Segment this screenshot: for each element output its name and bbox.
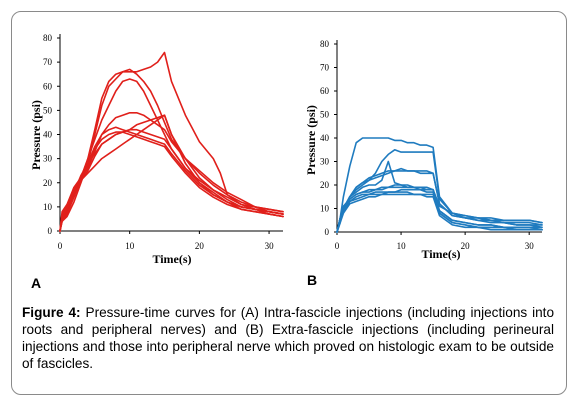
y-tick-label: 10 (320, 204, 330, 214)
panel-label: B (307, 272, 317, 288)
y-tick-label: 80 (320, 39, 330, 49)
x-tick-label: 30 (525, 241, 535, 251)
y-tick-label: 70 (43, 57, 53, 67)
x-tick-label: 10 (397, 241, 407, 251)
y-tick-label: 50 (320, 110, 330, 120)
x-axis-title: Time(s) (421, 247, 460, 261)
x-tick-label: 20 (461, 241, 471, 251)
y-tick-label: 40 (43, 130, 53, 140)
series-line-b-9 (336, 193, 543, 233)
y-tick-label: 40 (320, 133, 330, 143)
x-tick-label: 10 (125, 241, 135, 251)
panel-label: A (31, 275, 41, 291)
y-tick-label: 0 (325, 227, 330, 237)
y-tick-label: 0 (48, 226, 53, 236)
figure-frame (11, 11, 567, 395)
y-tick-label: 60 (43, 81, 53, 91)
chart-panel-b: 0 10 20 30 40 50 60 70 80 0 10 20 30 Time(s) Pressure … (304, 39, 543, 288)
series-line-a-8 (59, 131, 284, 232)
figure-caption-label: Figure 4: (22, 305, 81, 320)
y-axis-title: Pressure (psi) (29, 100, 43, 170)
x-tick-label: 0 (335, 241, 340, 251)
x-axis-title: Time(s) (152, 252, 191, 266)
chart-panel-a: 0 10 20 30 40 50 60 70 80 0 10 20 30 Time(s) Pressure … (29, 33, 284, 291)
figure-caption: Figure 4: Pressure-time curves for (A) I… (22, 304, 554, 372)
y-tick-label: 20 (43, 178, 53, 188)
y-tick-label: 10 (43, 202, 53, 212)
series-line-b-10 (336, 186, 543, 233)
y-tick-label: 20 (320, 180, 330, 190)
x-tick-label: 0 (58, 241, 63, 251)
series-line-a-9 (59, 114, 284, 232)
y-axis-title: Pressure (psi) (304, 105, 318, 175)
y-tick-label: 80 (43, 33, 53, 43)
series-line-b-5 (336, 160, 543, 233)
y-tick-label: 30 (320, 157, 330, 167)
series-line-b-4 (336, 167, 543, 233)
y-tick-label: 50 (43, 105, 53, 115)
figure-charts: 0 10 20 30 40 50 60 70 80 0 10 20 30 Time(s) Pressure … (29, 33, 543, 291)
y-tick-label: 30 (43, 154, 53, 164)
x-tick-label: 20 (195, 241, 205, 251)
x-tick-label: 30 (265, 241, 275, 251)
y-tick-label: 70 (320, 63, 330, 73)
series-line-b-8 (336, 191, 543, 233)
y-tick-label: 60 (320, 86, 330, 96)
figure-caption-text: Pressure-time curves for (A) Intra-fasci… (22, 305, 555, 371)
series-line-a-4 (59, 112, 284, 232)
